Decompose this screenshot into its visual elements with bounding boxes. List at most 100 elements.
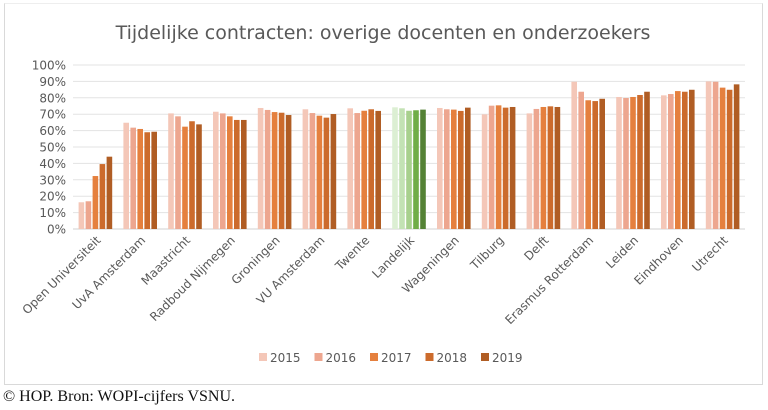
bar	[264, 109, 271, 229]
bar-group	[257, 107, 292, 229]
bar	[220, 113, 226, 229]
legend-swatch	[481, 353, 489, 361]
legend-item: 2019	[481, 351, 523, 365]
bars	[78, 81, 740, 230]
x-tick-label: Landelijk	[369, 233, 417, 281]
bar	[271, 112, 278, 229]
bar	[637, 95, 643, 229]
bar	[323, 117, 330, 229]
bar-group	[437, 107, 471, 229]
legend-label: 2016	[326, 351, 357, 365]
bar	[151, 131, 157, 229]
bar	[451, 109, 457, 229]
bar	[368, 109, 374, 229]
y-tick-label: 90%	[39, 75, 66, 89]
y-tick-label: 70%	[39, 108, 66, 122]
bar	[554, 106, 561, 229]
legend-swatch	[370, 353, 378, 361]
bar	[78, 202, 85, 229]
bar	[399, 108, 405, 229]
bar	[130, 127, 136, 229]
bar-group	[168, 113, 202, 229]
legend-item: 2015	[259, 351, 301, 365]
bar	[526, 113, 533, 229]
bar-group	[705, 81, 740, 230]
bar	[168, 113, 174, 229]
bar	[585, 100, 591, 229]
x-tick-label: Tilburg	[467, 233, 507, 273]
x-tick-label: Utrecht	[689, 233, 731, 275]
bar	[458, 110, 464, 229]
bar	[413, 110, 419, 229]
x-tick-label: Radboud Nijmegen	[147, 233, 238, 324]
legend-label: 2018	[437, 351, 468, 365]
source-caption: © HOP. Bron: WOPI-cijfers VSNU.	[3, 388, 236, 405]
legend-item: 2018	[425, 351, 468, 365]
bar-group	[481, 105, 516, 229]
bar	[106, 156, 113, 229]
bar-group	[123, 122, 157, 229]
bar	[241, 119, 247, 229]
bar	[189, 121, 195, 229]
y-tick-label: 30%	[39, 173, 66, 187]
bar	[316, 115, 323, 229]
bar	[509, 106, 516, 229]
bar-group	[347, 108, 381, 229]
bar	[465, 107, 471, 229]
y-axis-ticks: 0% 10% 20% 30% 40% 50% 60% 70% 80% 90% 100%	[32, 59, 66, 237]
bar	[630, 96, 636, 229]
bar	[495, 105, 502, 229]
bar	[285, 115, 292, 229]
bar	[719, 87, 726, 229]
bar	[278, 112, 285, 229]
x-tick-label: Erasmus Rotterdam	[502, 233, 596, 327]
bar	[444, 109, 450, 229]
bar	[309, 113, 316, 229]
bar	[540, 106, 547, 229]
bar	[623, 97, 629, 230]
bar	[726, 89, 733, 229]
bar-group	[392, 107, 426, 229]
legend-swatch	[425, 353, 434, 361]
bar	[712, 81, 719, 229]
y-tick-label: 80%	[39, 91, 66, 105]
x-tick-label: Twente	[332, 233, 372, 273]
bar	[213, 111, 219, 229]
bar	[257, 107, 264, 229]
bar-group	[302, 109, 337, 229]
bar	[502, 107, 509, 229]
bar	[234, 119, 240, 229]
bar	[599, 98, 605, 229]
x-tick-label: Eindhoven	[631, 233, 686, 288]
y-tick-label: 50%	[39, 141, 66, 155]
x-tick-label: Open Universiteit	[20, 233, 104, 317]
bar	[123, 122, 129, 229]
y-tick-label: 0%	[47, 223, 66, 237]
bar-group	[571, 81, 605, 229]
bar	[361, 110, 367, 229]
bar	[196, 124, 202, 229]
y-tick-label: 10%	[39, 206, 66, 220]
bar-group	[616, 91, 650, 230]
legend-item: 2016	[314, 351, 357, 365]
y-tick-label: 40%	[39, 157, 66, 171]
bar	[85, 201, 92, 229]
bar	[488, 105, 495, 229]
bar	[375, 110, 381, 229]
bar	[661, 95, 667, 229]
y-tick-label: 20%	[39, 190, 66, 204]
bar	[406, 110, 412, 229]
bar	[420, 109, 426, 229]
bar	[733, 84, 740, 229]
bar	[99, 164, 106, 229]
bar-group	[661, 89, 695, 229]
bar	[92, 176, 99, 229]
bar-group	[213, 111, 247, 229]
bar	[481, 114, 488, 229]
bar-group	[78, 156, 113, 229]
legend-swatch	[259, 353, 267, 361]
bar	[616, 96, 622, 229]
y-tick-label: 60%	[39, 124, 66, 138]
bar-group	[526, 106, 561, 229]
